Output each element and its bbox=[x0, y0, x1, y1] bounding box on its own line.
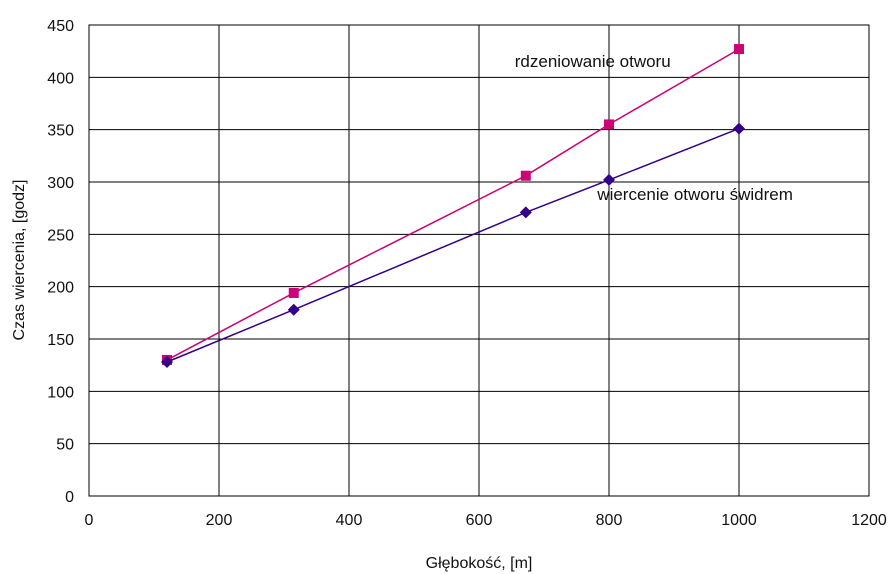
x-tick-label: 200 bbox=[206, 512, 233, 529]
y-tick-label: 250 bbox=[47, 227, 74, 244]
x-axis-ticks: 0 200 400 600 800 1000 1200 bbox=[85, 512, 887, 529]
data-point-square bbox=[734, 44, 744, 55]
y-tick-label: 0 bbox=[65, 489, 74, 506]
data-point-diamond bbox=[733, 122, 745, 135]
x-tick-label: 1000 bbox=[721, 512, 757, 529]
y-tick-label: 150 bbox=[47, 332, 74, 349]
series-labels: rdzeniowanie otworu wiercenie otworu świd… bbox=[515, 52, 793, 204]
data-point-square bbox=[288, 287, 299, 298]
x-tick-label: 400 bbox=[336, 512, 363, 529]
data-point-diamond bbox=[287, 303, 300, 316]
x-tick-label: 800 bbox=[596, 512, 623, 529]
y-tick-label: 350 bbox=[47, 123, 74, 140]
data-point-square bbox=[604, 119, 614, 130]
x-tick-label: 1200 bbox=[851, 512, 887, 529]
series bbox=[161, 44, 745, 369]
y-axis-title: Czas wiercenia, [godz] bbox=[11, 180, 28, 341]
y-tick-label: 100 bbox=[47, 384, 74, 401]
y-tick-label: 300 bbox=[47, 175, 74, 192]
x-tick-label: 0 bbox=[85, 512, 94, 529]
y-axis-ticks: 0 50 100 150 200 250 300 350 400 450 bbox=[47, 18, 74, 506]
data-point-diamond bbox=[161, 356, 173, 369]
grid bbox=[88, 24, 870, 497]
y-tick-label: 200 bbox=[47, 280, 74, 297]
y-tick-label: 450 bbox=[47, 18, 74, 35]
x-tick-label: 600 bbox=[466, 512, 493, 529]
data-point-diamond bbox=[603, 173, 615, 186]
data-point-square bbox=[520, 170, 531, 181]
series-label-1: rdzeniowanie otworu bbox=[515, 52, 671, 71]
data-point-diamond bbox=[519, 206, 532, 219]
y-tick-label: 50 bbox=[56, 437, 74, 454]
y-tick-label: 400 bbox=[47, 70, 74, 87]
x-axis-title: Głębokość, [m] bbox=[426, 555, 533, 572]
series-label-2: wiercenie otworu świdrem bbox=[596, 185, 793, 204]
